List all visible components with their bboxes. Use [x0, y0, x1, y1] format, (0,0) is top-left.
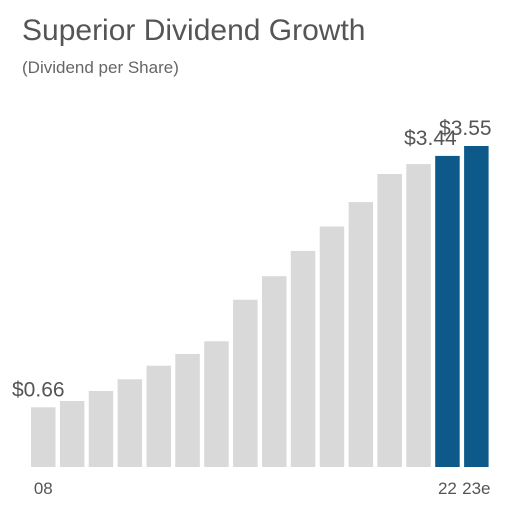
bar-18 [319, 226, 345, 467]
tick-label-23e: 23e [462, 479, 490, 498]
bar-19 [348, 202, 374, 467]
bar-15 [233, 299, 258, 467]
bar-22 [435, 155, 460, 467]
data-label-23e: $3.55 [439, 117, 492, 140]
bar-20 [377, 174, 402, 467]
bar-21 [406, 164, 431, 467]
bar-11 [117, 379, 143, 467]
chart-title: Superior Dividend Growth [22, 14, 366, 47]
bar-10 [88, 391, 114, 467]
data-label-22: $3.44 [404, 127, 457, 150]
bar-09 [59, 401, 85, 467]
bar-23e [464, 146, 489, 467]
tick-label-22: 22 [438, 479, 457, 498]
bar-08 [31, 407, 56, 467]
tick-label-08: 08 [34, 479, 53, 498]
data-label-08: $0.66 [12, 378, 65, 401]
bar-13 [175, 354, 200, 467]
chart-subtitle: (Dividend per Share) [22, 58, 179, 77]
bar-14 [204, 341, 229, 467]
bar-17 [290, 250, 316, 467]
bar-12 [146, 365, 171, 467]
bar-16 [262, 276, 287, 467]
